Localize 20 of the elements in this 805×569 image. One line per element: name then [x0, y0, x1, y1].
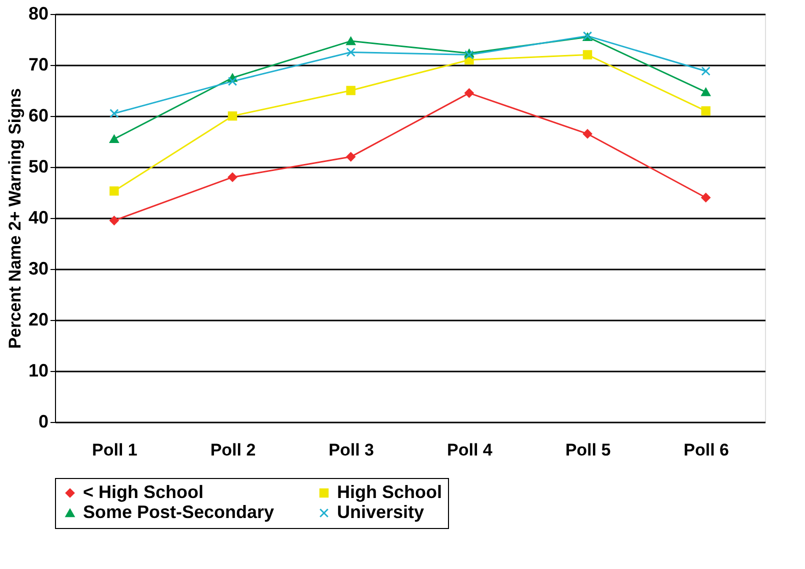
y-tick-label: 20 — [28, 310, 48, 330]
y-tick-label: 70 — [28, 54, 48, 74]
y-tick-label: 30 — [28, 258, 48, 278]
x-tick-label: Poll 6 — [684, 440, 730, 460]
y-tick-label: 0 — [38, 412, 48, 432]
y-tick-label: 10 — [28, 360, 48, 380]
y-axis-title: Percent Name 2+ Warning Signs — [5, 88, 24, 349]
x-tick-label: Poll 5 — [565, 440, 611, 460]
legend-label: Some Post-Secondary — [83, 502, 274, 522]
legend-label: < High School — [83, 482, 204, 502]
legend-label: High School — [337, 482, 442, 502]
y-tick-label: 50 — [28, 156, 48, 176]
y-tick-label: 80 — [28, 4, 48, 24]
x-tick-label: Poll 1 — [92, 440, 138, 460]
y-tick-label: 60 — [28, 106, 48, 126]
x-tick-label: Poll 3 — [328, 440, 374, 460]
x-tick-label: Poll 2 — [210, 440, 256, 460]
x-tick-label: Poll 4 — [446, 440, 493, 460]
y-tick-label: 40 — [28, 208, 48, 228]
legend-label: University — [337, 502, 424, 522]
